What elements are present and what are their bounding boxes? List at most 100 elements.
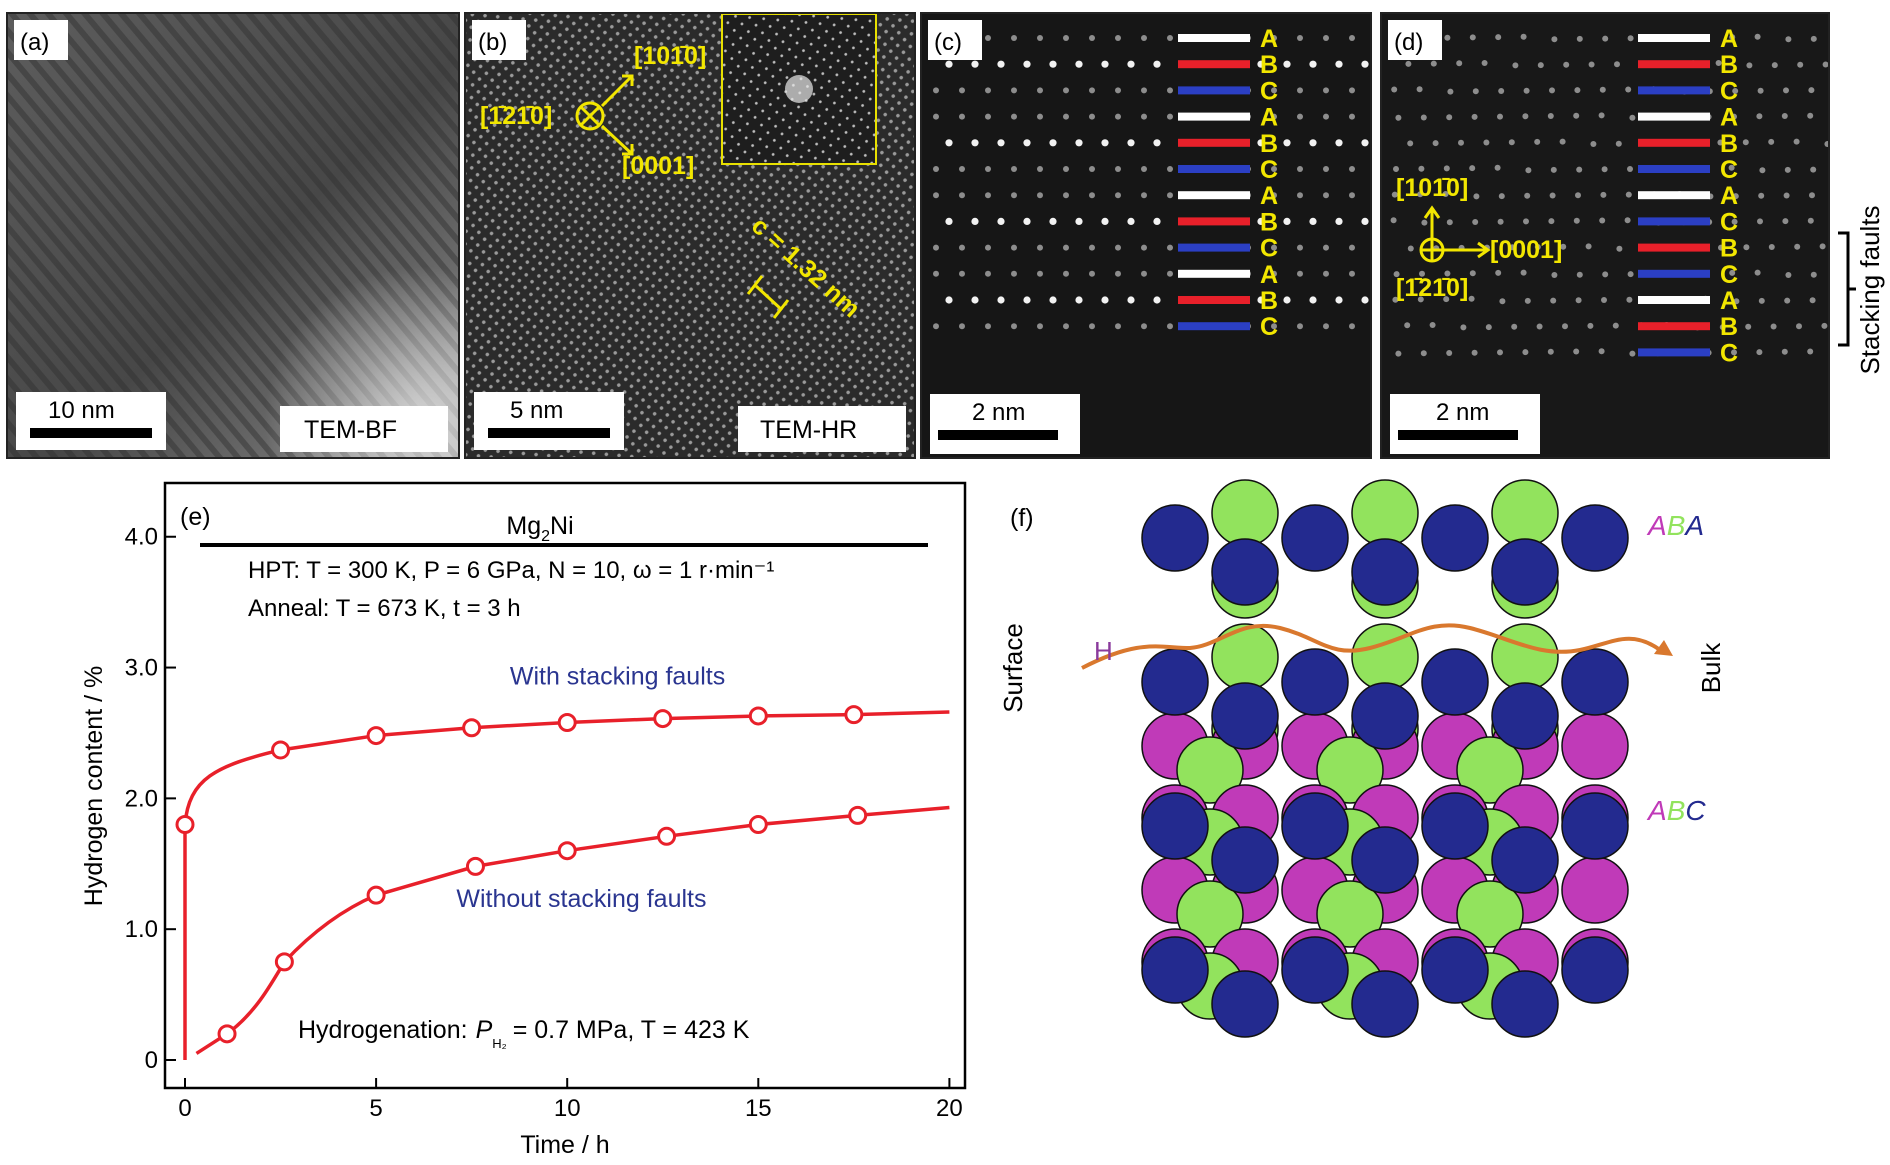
stacking-layer-bar	[1638, 269, 1710, 278]
atom-column	[1549, 192, 1556, 199]
atom-column	[1559, 138, 1566, 145]
atom-column	[1297, 192, 1303, 199]
atom-column	[1627, 271, 1634, 278]
atom-column	[1590, 141, 1597, 147]
atom-blue	[1141, 936, 1209, 1004]
atom-green	[1211, 623, 1279, 691]
atom-column	[1446, 219, 1453, 226]
atom-column	[1141, 113, 1147, 120]
atom-column	[1794, 243, 1801, 250]
atom-column	[1349, 113, 1355, 120]
atom-column	[1785, 36, 1792, 43]
atom-column	[1167, 166, 1173, 172]
atom-column	[1444, 270, 1451, 277]
atom-column	[1392, 296, 1399, 303]
atom-column	[1023, 139, 1031, 147]
atom-column	[1011, 192, 1017, 199]
atom-column	[1115, 323, 1121, 330]
atom-column	[1101, 60, 1109, 68]
atom-column	[1756, 349, 1763, 356]
stacking-letter: A	[1260, 25, 1278, 53]
atom-column	[1573, 217, 1580, 224]
atom-column	[1335, 296, 1343, 304]
atom-column	[1612, 322, 1619, 329]
crystal-axes-icon	[1419, 205, 1491, 263]
atom-column	[997, 139, 1005, 147]
atom-column	[945, 60, 953, 68]
atom-column	[1089, 113, 1095, 120]
atom-blue	[1281, 648, 1349, 716]
atom-column	[1405, 60, 1412, 67]
atom-column	[971, 296, 979, 304]
stacking-layer-bar	[1638, 322, 1710, 331]
atom-column	[1297, 323, 1303, 330]
atom-column	[1297, 113, 1303, 120]
stacking-letter: B	[1260, 130, 1278, 158]
atom-column	[1624, 217, 1631, 224]
atom-column	[1442, 191, 1449, 197]
atom-column	[1625, 86, 1632, 93]
atom-blue	[1421, 792, 1489, 860]
atom-column	[1011, 166, 1017, 172]
direction-label-1: [101̄0]	[634, 42, 706, 70]
atom-column	[1615, 140, 1622, 147]
stacking-letter: C	[1720, 77, 1738, 105]
y-tick-label: 2.0	[125, 785, 158, 812]
atom-column	[1717, 139, 1724, 146]
stacking-letter: C	[1260, 156, 1278, 184]
scale-bar-label: 10 nm	[48, 397, 115, 424]
atom-column	[985, 166, 991, 172]
atom-blue	[1281, 936, 1349, 1004]
data-point-without-faults	[748, 815, 768, 835]
atom-column	[1808, 87, 1815, 94]
atom-green	[1211, 479, 1279, 547]
hydrogen-label: H	[1094, 636, 1113, 666]
stacking-layer-bar	[1178, 112, 1250, 121]
atom-column	[1037, 323, 1043, 330]
atom-column	[1547, 113, 1554, 119]
stacking-layer-bar	[1178, 322, 1250, 331]
atom-column	[1443, 165, 1450, 172]
atom-column	[1323, 113, 1329, 120]
atom-column	[1049, 139, 1057, 147]
panel-letter-bg	[472, 20, 526, 60]
atom-column	[1127, 296, 1135, 304]
atom-column	[1416, 86, 1423, 93]
atom-column	[1283, 217, 1291, 225]
data-point-with-faults	[366, 726, 386, 746]
atom-column	[1037, 166, 1043, 172]
data-point-without-faults	[465, 856, 485, 876]
data-point-without-faults	[274, 952, 294, 972]
atom-column	[1522, 113, 1529, 120]
aba-label: ABA	[1646, 510, 1704, 541]
zone-axis-label: [1̄21̄0]	[480, 102, 552, 130]
atom-column	[1297, 244, 1303, 251]
atom-column	[1822, 61, 1828, 68]
atom-column	[1781, 113, 1788, 119]
atom-column	[1520, 269, 1527, 276]
atom-column	[1550, 297, 1557, 304]
atom-column	[1127, 60, 1135, 68]
abc-label: ABC	[1646, 795, 1706, 826]
atom-column	[1063, 270, 1069, 277]
atom-column	[1629, 350, 1636, 357]
atom-column	[1576, 35, 1583, 42]
atom-column	[1271, 323, 1277, 330]
atom-blue	[1491, 970, 1559, 1038]
stacking-letter: C	[1720, 261, 1738, 289]
atom-column	[1075, 217, 1083, 225]
atom-column	[1471, 113, 1478, 120]
atom-column	[1167, 323, 1173, 330]
panel-letter: (c)	[934, 29, 962, 56]
atom-column	[985, 35, 991, 41]
atom-column	[1309, 296, 1317, 304]
stacking-layer-bar	[1638, 348, 1710, 357]
atom-column	[1601, 297, 1607, 303]
atom-column	[971, 60, 979, 68]
series-line-with-faults	[183, 710, 950, 1060]
stacking-letter: A	[1720, 182, 1738, 210]
atom-green	[1316, 880, 1384, 948]
atom-column	[1404, 322, 1411, 329]
atom-column	[1049, 296, 1057, 304]
